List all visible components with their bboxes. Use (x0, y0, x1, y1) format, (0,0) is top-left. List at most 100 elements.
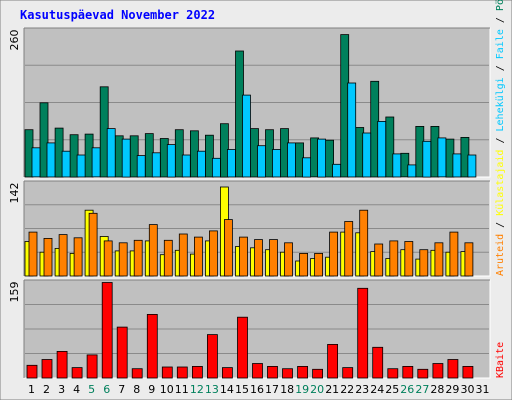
bar-middle-s1-d16 (254, 239, 263, 277)
x-axis-ticks: 1 2 3 4 5 6 7 8 9 10 11 12 13 14 15 16 17 18 19 20 21 22 23 24 2… (28, 383, 490, 396)
chart-legend: Aruteid / Külastajaid / Lehekülgi / Fail… (495, 0, 506, 378)
bar-bottom-s0-d7 (116, 326, 128, 379)
bar-top-s1-d8 (136, 155, 146, 178)
bar-top-s1-d18 (287, 142, 296, 178)
x-tick-label: 17 (265, 383, 279, 396)
bar-middle-s1-d27 (419, 249, 429, 277)
bar-bottom-s0-d13 (206, 334, 218, 379)
x-tick-label: 15 (235, 383, 249, 396)
bar-middle-s1-d1 (28, 231, 38, 277)
bar-middle-s1-d30 (464, 242, 474, 277)
x-tick-label: 20 (310, 383, 324, 396)
bar-middle-s1-d17 (269, 239, 278, 277)
bar-middle-s1-d15 (239, 236, 248, 277)
bar-top-s1-d25 (392, 153, 402, 178)
chart-title: Kasutuspäevad November 2022 (20, 8, 215, 22)
legend-item: KBaite (495, 342, 506, 378)
bar-top-s1-d2 (46, 142, 56, 178)
bar-bottom-s0-d30 (462, 365, 474, 379)
bar-middle-s1-d28 (434, 242, 444, 277)
x-tick-label: 1 (28, 383, 35, 396)
bar-top-s1-d15 (242, 94, 251, 178)
bar-bottom-s0-d20 (312, 368, 324, 379)
bar-top-s1-d1 (31, 147, 41, 178)
bar-top-s1-d4 (76, 154, 86, 178)
x-tick-label: 13 (205, 383, 219, 396)
bar-top-s1-d23 (362, 132, 372, 178)
bar-top-s1-d17 (272, 149, 281, 178)
legend-item: Külastajaid (495, 150, 506, 216)
bar-top-s0-d2 (39, 102, 49, 178)
bar-bottom-s0-d1 (26, 364, 38, 379)
bar-middle-s1-d4 (73, 237, 83, 277)
bar-bottom-s0-d19 (297, 365, 309, 379)
bar-bottom-s0-d22 (342, 367, 354, 379)
legend-item: Lehekülgi (495, 77, 506, 131)
bar-bottom-s0-d10 (161, 366, 173, 379)
bar-top-s1-d16 (257, 145, 266, 178)
x-tick-label: 2 (43, 383, 50, 396)
y-max-label: 142 (8, 183, 21, 204)
legend-label: KBaite (495, 342, 506, 378)
bar-middle-s1-d11 (178, 233, 188, 277)
bar-top-s1-d12 (196, 150, 206, 178)
x-tick-label: 31 (476, 383, 490, 396)
bar-bottom-s0-d4 (71, 367, 83, 379)
bar-top-s1-d29 (452, 153, 462, 178)
bar-bottom-s0-d15 (237, 316, 248, 379)
bar-bottom-s0-d26 (402, 365, 414, 379)
x-tick-label: 30 (461, 383, 475, 396)
x-tick-label: 28 (430, 383, 444, 396)
x-tick-label: 10 (160, 383, 174, 396)
bar-bottom-s0-d5 (86, 354, 98, 379)
bar-top-s1-d19 (302, 157, 312, 178)
x-tick-label: 3 (58, 383, 65, 396)
x-tick-label: 23 (355, 383, 369, 396)
bar-middle-s1-d5 (88, 212, 98, 277)
bar-middle-s1-d22 (344, 221, 354, 277)
legend-item: Pöördumisi (495, 0, 506, 11)
bar-middle-s1-d13 (208, 230, 218, 277)
bar-bottom-s0-d24 (372, 346, 384, 379)
bar-top-s1-d5 (91, 147, 101, 178)
legend-label: Aruteid / Külastajaid / Lehekülgi / Fail… (495, 0, 506, 276)
bar-top-s1-d24 (377, 121, 387, 178)
bar-middle-s1-d10 (163, 239, 173, 277)
x-tick-label: 22 (340, 383, 354, 396)
bar-top-s1-d27 (422, 140, 432, 178)
x-tick-label: 29 (445, 383, 459, 396)
x-tick-label: 24 (370, 383, 384, 396)
x-tick-label: 16 (250, 383, 264, 396)
bar-middle-s1-d12 (193, 236, 203, 277)
bar-middle-s1-d6 (103, 240, 113, 277)
y-max-label: 260 (8, 30, 21, 51)
bar-middle-s1-d25 (389, 240, 399, 277)
legend-item: Faile (495, 29, 506, 59)
bar-top-s1-d28 (437, 137, 447, 178)
x-tick-label: 6 (103, 383, 110, 396)
bar-middle-s1-d18 (284, 242, 293, 277)
bar-bottom-s0-d29 (447, 359, 459, 379)
bar-top-s1-d3 (61, 150, 71, 178)
bar-top-s1-d22 (347, 82, 357, 178)
bar-middle-s1-d23 (359, 209, 369, 277)
x-tick-label: 8 (133, 383, 140, 396)
x-tick-label: 19 (295, 383, 309, 396)
x-tick-label: 4 (73, 383, 80, 396)
bar-middle-s1-d21 (329, 231, 339, 277)
bar-middle-s1-d19 (299, 252, 309, 277)
x-tick-label: 9 (148, 383, 155, 396)
bar-top-s1-d9 (151, 152, 161, 178)
bar-bottom-s0-d14 (221, 367, 233, 379)
panel-top: 260 (8, 27, 491, 178)
bar-middle-s1-d7 (118, 242, 128, 277)
x-tick-label: 27 (415, 383, 429, 396)
bar-bottom-s0-d11 (176, 366, 188, 379)
x-tick-label: 11 (175, 383, 189, 396)
bar-top-s1-d30 (467, 154, 477, 178)
bar-bottom-s0-d17 (267, 365, 278, 379)
bar-middle-s1-d24 (374, 243, 384, 277)
x-tick-label: 12 (190, 383, 204, 396)
